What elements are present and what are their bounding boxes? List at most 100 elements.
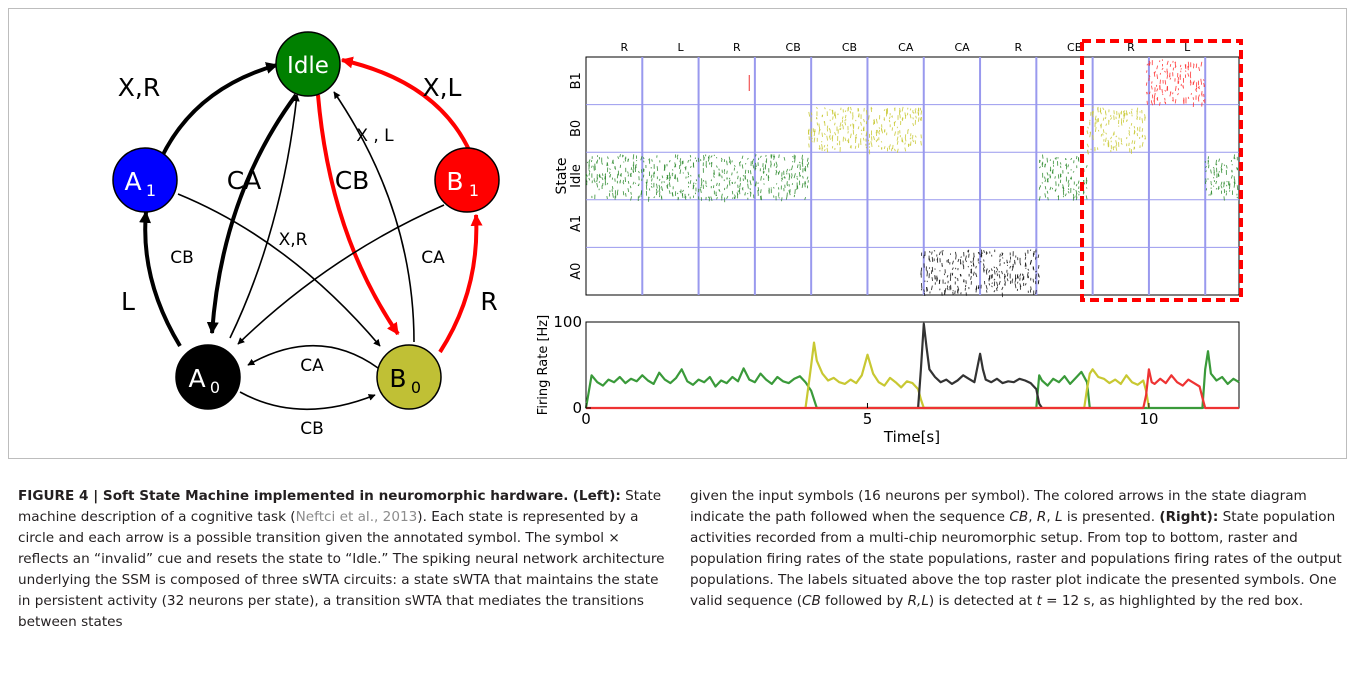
rate-series-line [584,350,1240,410]
state-b1-subscript: 1 [469,181,479,200]
y-tick-label: 100 [553,313,582,331]
state-a1-label: A [124,167,141,196]
symbol-label: R [733,41,741,54]
raster-activity [585,59,1239,298]
label-xl-top: X,L [422,73,461,102]
caption-right-text-3: State population activities recorded fro… [690,509,1342,609]
symbol-label: R [620,41,628,54]
label-r-right: R [480,287,497,316]
spike-block [1145,59,1206,108]
time-variable: t [1036,593,1042,609]
arrow-a0-to-idle [229,94,300,339]
spike-block [807,106,923,155]
symbol-label: CB [1067,41,1082,54]
caption-right-text-4: followed by [820,593,908,609]
comma-1: , [1028,509,1037,525]
valid-cb: CB [802,593,821,609]
raster-symbol-labels: R L R CB CB CA CA R CB R L [620,41,1191,54]
citation-link[interactable]: Neftci et al., 2013 [295,509,418,525]
spike-block [920,249,1040,298]
symbol-label: L [678,41,685,54]
caption-left-text-1: State machine description of a cognitive… [18,488,662,525]
raster-ylabel: State [554,157,570,194]
symbol-label: CB [786,41,801,54]
state-b0: B 0 [376,344,442,410]
state-a0: A 0 [175,344,241,410]
symbol-label: R [1015,41,1023,54]
arrow-a1-to-idle [154,62,279,171]
comma-2: , [1046,509,1055,525]
rate-ylabel: Firing Rate [Hz] [536,315,551,415]
raster-row-label: B0 [569,120,584,137]
label-ca-right: CA [421,248,445,268]
raster-row-label: B1 [569,72,584,89]
caption-right-text-5: ) is detected at [928,593,1037,609]
raster-grid [586,57,1239,295]
caption-right-text-2: is presented. [1062,509,1160,525]
state-b1: B 1 [434,147,500,213]
spike-block [585,154,809,203]
label-ca-left: CA [227,166,262,195]
rate-frame [585,321,1240,409]
state-diagram: Idle A 1 B 1 A 0 B 0 X, [112,31,500,439]
state-a1-subscript: 1 [146,181,156,200]
figure-artwork: Idle A 1 B 1 A 0 B 0 X, [112,31,1244,446]
symbol-label: CA [954,41,970,54]
raster-row-label: Idle [569,164,584,188]
valid-sequence-highlight [1080,39,1244,302]
rate-series-line [586,368,1239,410]
right-panel-tag: (Right): [1159,509,1219,525]
arrow-b0-to-a0 [247,344,379,369]
state-idle-label: Idle [287,53,329,79]
arrow-b1-to-a0 [237,204,445,345]
caption-right-column: given the input symbols (16 neurons per … [690,486,1345,612]
rate-xlabel: Time[s] [883,428,940,446]
state-a0-label: A [188,364,205,393]
symbol-label: L [1184,41,1191,54]
state-idle: Idle [275,31,341,97]
arrow-b1-to-idle [340,56,472,153]
raster-row-label: A0 [569,263,584,280]
label-xl-inner: X , L [356,126,394,146]
arrow-idle-to-b0 [316,94,400,336]
raster-frame [585,56,1240,296]
symbol-label: R [1127,41,1135,54]
arrow-a0-to-b0 [239,391,376,411]
figure-label: FIGURE 4 | Soft State Machine implemente… [18,488,569,504]
rate-series-line [917,322,1043,409]
label-ca-bottom: CA [300,356,324,376]
y-tick-label: 0 [572,399,582,417]
spike-block [1086,106,1147,155]
raster-row-label: A1 [569,215,584,232]
label-xr-top: X,R [118,73,160,102]
state-b0-subscript: 0 [411,378,421,397]
figure-panel [8,8,1347,459]
seq-l: L [1054,509,1063,525]
state-b0-label: B [389,364,406,393]
x-tick-label: 0 [581,410,591,428]
raster-row-labels: B1 B0 Idle A1 A0 [569,72,584,280]
label-l-left: L [121,287,135,316]
left-panel-tag: (Left): [572,488,621,504]
arrow-a0-to-a1 [139,210,182,348]
state-b1-label: B [446,167,463,196]
arrow-a1-to-b0 [177,193,381,347]
caption-left-column: FIGURE 4 | Soft State Machine implemente… [18,486,666,633]
valid-rl: R,L [907,593,929,609]
caption-left-text-2: ). Each state is represented by a circle… [18,509,665,630]
rate-series-line [804,341,1150,410]
state-a0-subscript: 0 [210,378,220,397]
label-cb-bottom: CB [300,419,324,439]
caption-right-text-1: given the input symbols (16 neurons per … [690,488,1307,525]
x-tick-label: 5 [863,410,873,428]
rate-series [584,322,1240,410]
symbol-label: CA [898,41,914,54]
x-tick-label: 10 [1139,410,1158,428]
spike-block [1204,154,1239,201]
raster-plot: R L R CB CB CA CA R CB R L B1 B0 Idle A1 A0 State [554,39,1244,302]
arrow-idle-to-a0 [206,93,298,335]
seq-cb: CB [1009,509,1029,525]
